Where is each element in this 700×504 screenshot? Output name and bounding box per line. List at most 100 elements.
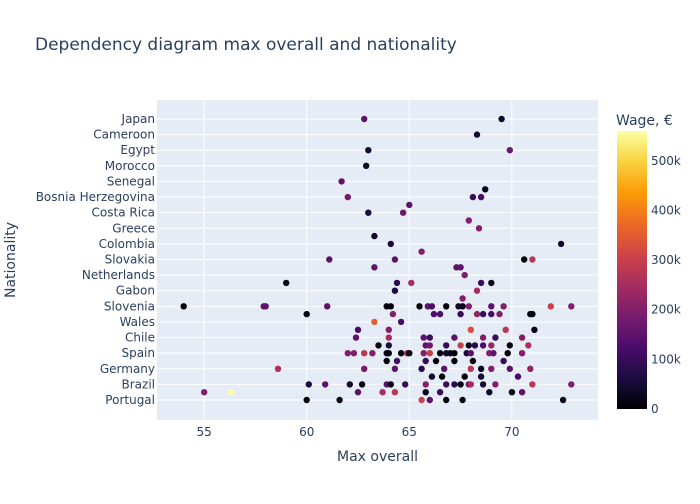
data-point — [391, 287, 399, 294]
data-point — [473, 131, 481, 138]
y-tick-label: Chile — [125, 331, 155, 345]
data-point — [467, 350, 474, 357]
data-point — [514, 373, 522, 380]
data-point — [418, 396, 425, 404]
data-point — [488, 342, 495, 349]
data-point — [371, 318, 378, 326]
data-point — [422, 389, 429, 396]
data-point — [479, 342, 487, 349]
data-point — [441, 365, 448, 372]
data-point — [451, 350, 458, 357]
data-point — [408, 279, 415, 287]
y-tick-label: Spain — [121, 346, 155, 360]
data-point — [363, 162, 370, 169]
data-point — [469, 357, 477, 365]
data-point — [527, 365, 534, 372]
data-point — [506, 147, 513, 154]
data-point — [473, 310, 481, 318]
y-tick-label: Japan — [121, 112, 155, 126]
y-tick-label: Egypt — [120, 143, 155, 157]
data-point — [426, 396, 433, 404]
data-point — [399, 209, 407, 216]
data-point — [262, 303, 269, 310]
data-point — [461, 373, 468, 380]
data-point — [354, 389, 362, 396]
data-point — [322, 381, 329, 388]
data-point — [389, 310, 397, 318]
y-tick-label: Morocco — [105, 159, 155, 173]
data-point — [461, 271, 468, 279]
data-point — [350, 350, 358, 357]
y-tick-label: Brazil — [122, 377, 156, 391]
data-point — [283, 279, 290, 287]
data-point — [477, 365, 485, 372]
data-point — [346, 381, 353, 388]
data-point — [438, 373, 446, 380]
data-point — [365, 147, 372, 154]
data-point — [465, 342, 472, 349]
data-point — [387, 303, 394, 310]
data-point — [416, 303, 423, 310]
data-point — [457, 381, 464, 388]
data-point — [459, 396, 466, 404]
data-point — [457, 342, 464, 349]
y-tick-label: Germany — [100, 362, 155, 376]
data-point — [492, 381, 499, 388]
colorbar: Wage, € 0 100k 200k 300k 400k 500k — [616, 113, 681, 416]
data-point — [369, 350, 376, 357]
data-point — [305, 381, 312, 388]
data-point — [227, 389, 234, 396]
data-point — [436, 310, 444, 318]
data-point — [397, 350, 405, 357]
data-point — [488, 279, 495, 287]
data-point — [418, 248, 425, 255]
data-point — [488, 365, 495, 372]
data-point — [465, 217, 472, 224]
data-point — [559, 396, 567, 404]
y-tick-label: Cameroon — [93, 128, 155, 142]
data-point — [344, 193, 351, 201]
colorbar-tick-label: 500k — [651, 154, 681, 168]
x-tick-label: 70 — [504, 425, 519, 439]
data-point — [467, 381, 474, 388]
y-tick-label: Gabon — [116, 284, 155, 298]
data-point — [467, 326, 474, 333]
x-tick-labels: 55 60 65 70 — [197, 425, 520, 439]
data-point — [477, 373, 485, 380]
data-point — [391, 256, 399, 263]
y-tick-label: Senegal — [107, 174, 155, 188]
data-point — [451, 381, 458, 388]
data-point — [479, 381, 487, 388]
data-point — [443, 342, 450, 349]
data-point — [500, 357, 507, 365]
data-point — [488, 303, 495, 310]
data-point — [180, 303, 187, 310]
y-tick-label: Wales — [120, 315, 155, 329]
data-point — [518, 334, 526, 341]
data-point — [365, 209, 372, 216]
data-point — [498, 115, 505, 123]
data-point — [303, 396, 310, 404]
data-point — [428, 303, 436, 310]
colorbar-tick-labels: 0 100k 200k 300k 400k 500k — [651, 154, 681, 416]
chart-title: Dependency diagram max overall and natio… — [35, 35, 457, 55]
data-point — [457, 264, 464, 271]
data-point — [443, 303, 450, 310]
data-point — [420, 334, 427, 341]
data-point — [525, 342, 532, 349]
data-point — [383, 357, 390, 365]
data-point — [375, 342, 382, 349]
data-point — [201, 389, 208, 396]
data-point — [358, 381, 366, 388]
data-point — [496, 310, 503, 318]
data-point — [477, 279, 485, 287]
data-point — [502, 326, 509, 333]
data-point — [568, 303, 575, 310]
data-point — [557, 240, 565, 248]
data-point — [426, 342, 433, 349]
y-tick-label: Costa Rica — [92, 206, 155, 220]
data-point — [451, 357, 458, 365]
data-point — [531, 326, 538, 333]
data-point — [422, 381, 429, 388]
